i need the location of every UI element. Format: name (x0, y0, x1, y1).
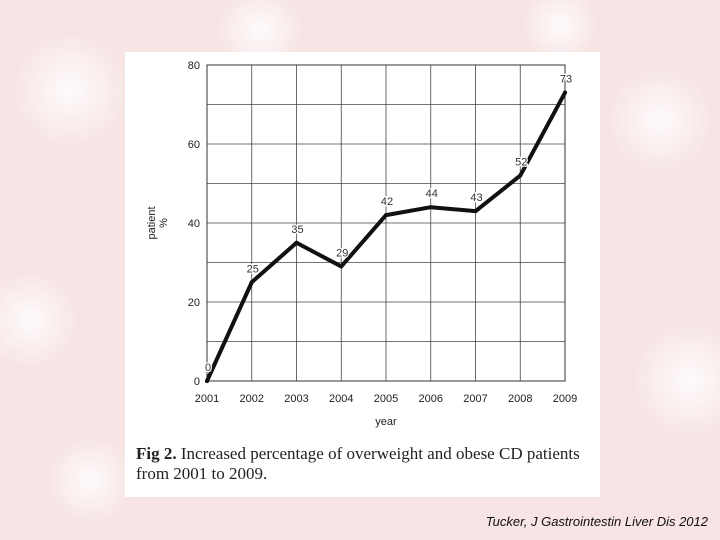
data-label: 73 (560, 74, 572, 86)
x-tick-label: 2005 (374, 393, 398, 405)
data-point (563, 90, 567, 95)
data-point (518, 173, 523, 178)
data-label: 0 (205, 362, 211, 374)
data-point (384, 213, 388, 218)
figure-panel: 0 20 40 60 80 2001 2002 2003 2004 2005 2006 2007 200… (125, 52, 600, 497)
line-chart: 0 20 40 60 80 2001 2002 2003 2004 2005 2006 2007 200… (146, 60, 577, 428)
x-tick-label: 2003 (284, 393, 308, 405)
y-tick-label: 40 (188, 218, 200, 230)
y-axis-label: patient% (146, 206, 170, 239)
x-tick-label: 2007 (463, 393, 487, 405)
data-point (339, 264, 344, 269)
data-label: 43 (470, 192, 482, 204)
data-point (473, 209, 478, 214)
y-tick-label: 80 (188, 60, 200, 72)
data-label: 44 (426, 188, 438, 200)
plot-frame (206, 64, 566, 382)
y-tick-label: 0 (194, 376, 200, 388)
data-label: 35 (291, 224, 303, 236)
x-tick-label: 2008 (508, 393, 532, 405)
figure-label: Fig 2. (136, 444, 177, 463)
data-label: 42 (381, 196, 393, 208)
x-tick-label: 2006 (419, 393, 443, 405)
x-tick-label: 2004 (329, 393, 353, 405)
data-label: 52 (515, 157, 527, 169)
data-label: 25 (247, 263, 259, 275)
caption-text: Increased percentage of overweight and o… (136, 444, 580, 483)
data-label: 29 (336, 247, 348, 259)
x-tick-label: 2001 (195, 393, 219, 405)
x-tick-label: 2009 (553, 393, 577, 405)
x-tick-label: 2002 (240, 393, 264, 405)
y-tick-label: 60 (188, 139, 200, 151)
figure-caption: Fig 2. Increased percentage of overweigh… (136, 444, 606, 484)
data-point (205, 379, 209, 383)
citation-source: Tucker, J Gastrointestin Liver Dis 2012 (485, 514, 708, 529)
y-tick-label: 20 (188, 297, 200, 309)
x-axis-label: year (375, 416, 397, 428)
data-point (249, 280, 254, 285)
data-point (428, 205, 433, 210)
data-point (294, 240, 299, 245)
